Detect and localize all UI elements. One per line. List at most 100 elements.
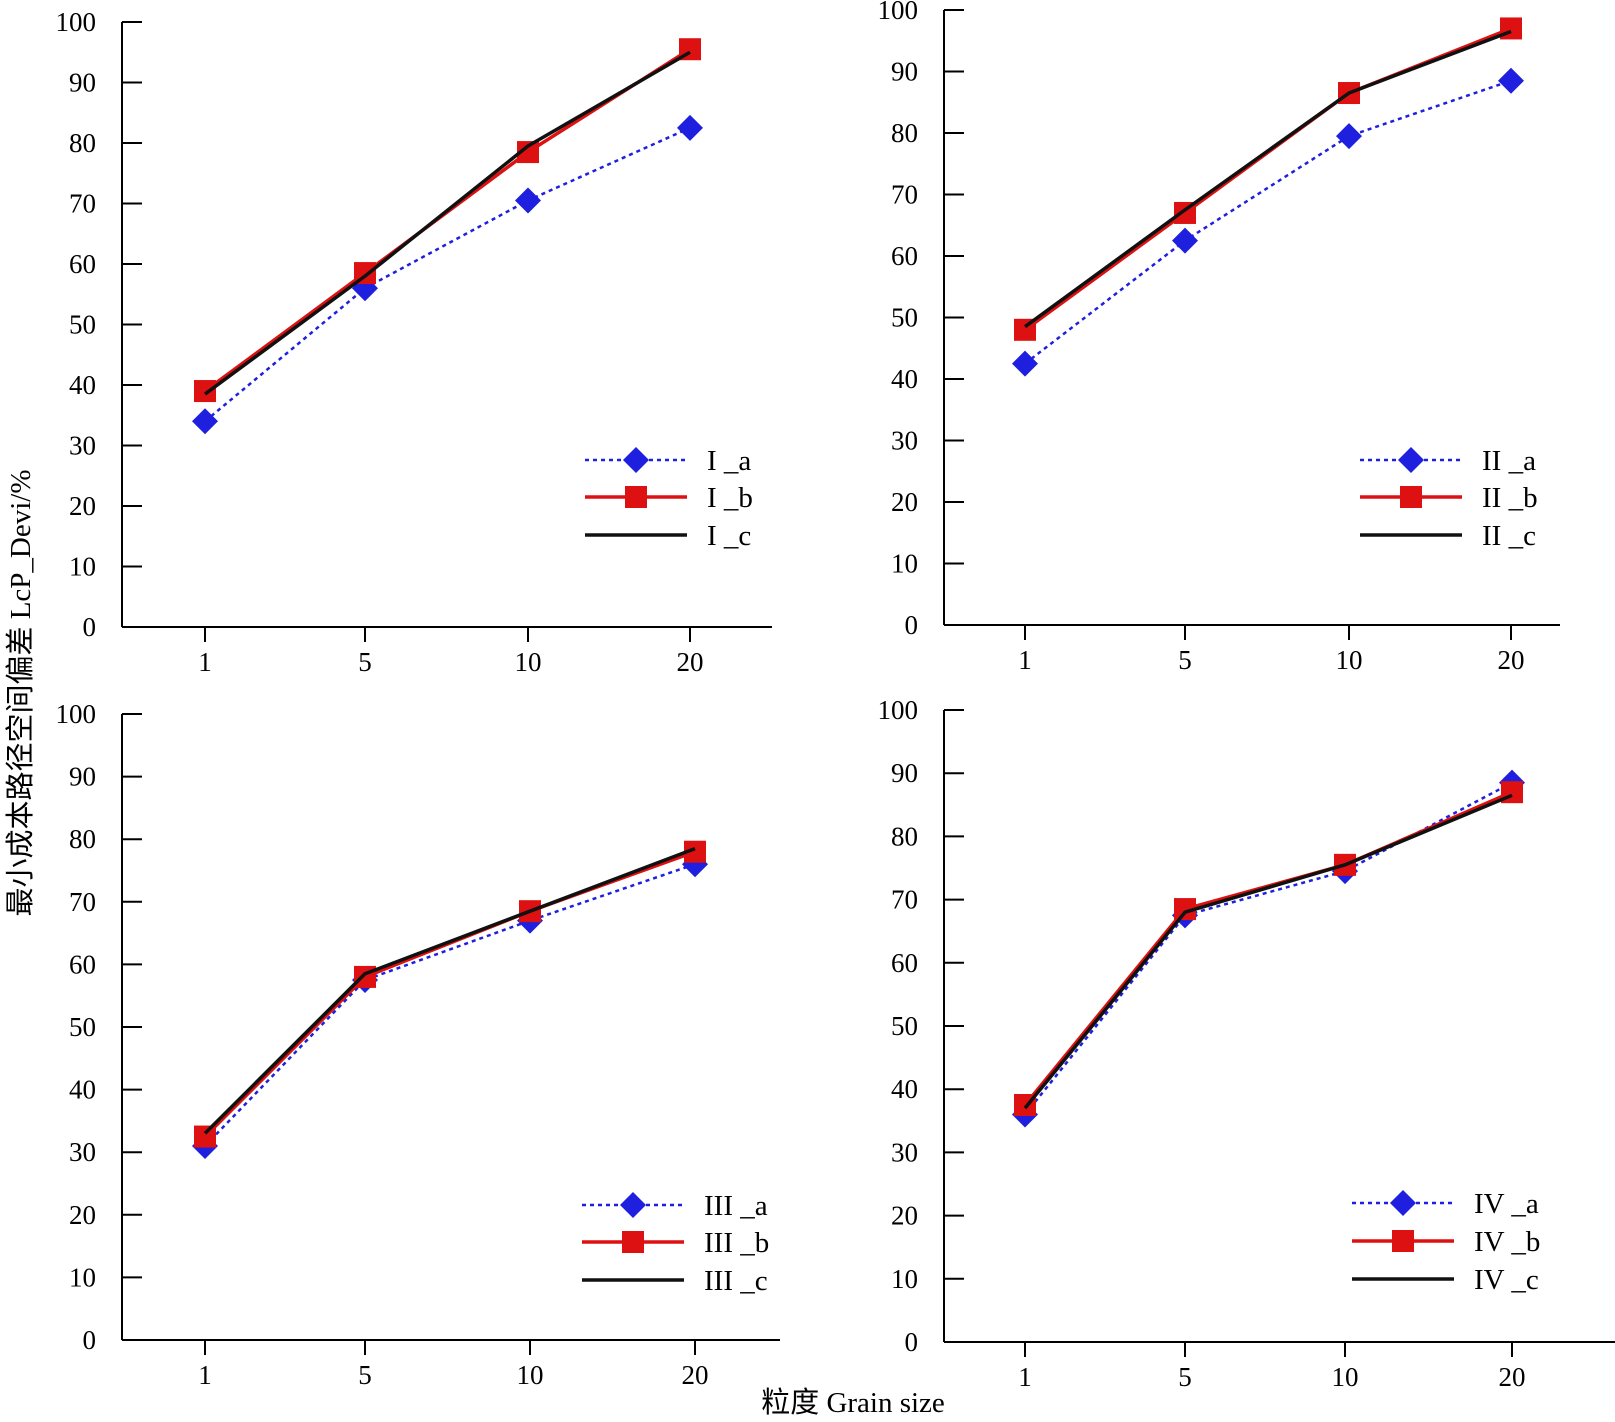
y-tick-label: 80	[69, 128, 96, 158]
y-tick-label: 100	[878, 695, 919, 725]
y-tick-label: 10	[891, 549, 918, 579]
y-tick-label: 20	[891, 487, 918, 517]
y-tick-label: 80	[891, 821, 918, 851]
series-line-a	[1025, 81, 1511, 364]
y-tick-label: 30	[891, 426, 918, 456]
y-tick-label: 0	[905, 1327, 919, 1357]
x-tick-label: 5	[358, 647, 372, 677]
legend-label: II _a	[1482, 445, 1536, 477]
data-point-a	[1336, 123, 1362, 149]
legend-label: IV _b	[1474, 1226, 1540, 1258]
x-tick-label: 10	[1336, 645, 1363, 675]
y-tick-label: 50	[891, 1011, 918, 1041]
legend: IV _a IV _b IV _c	[1352, 1188, 1540, 1296]
y-tick-label: 50	[69, 310, 96, 340]
x-tick-label: 1	[1018, 1362, 1032, 1392]
data-point-b	[194, 1126, 216, 1148]
x-tick-label: 1	[198, 1360, 212, 1390]
legend-label: IV _a	[1474, 1188, 1539, 1220]
y-tick-label: 90	[69, 762, 96, 792]
series-line-b	[1025, 792, 1512, 1105]
x-tick-label: 20	[682, 1360, 709, 1390]
series-line-a	[1025, 783, 1512, 1115]
y-tick-label: 0	[905, 610, 919, 640]
y-tick-label: 90	[69, 68, 96, 98]
y-tick-label: 30	[891, 1137, 918, 1167]
y-tick-label: 100	[878, 0, 919, 25]
legend-label: III _b	[704, 1227, 769, 1259]
legend-marker-a	[1390, 1190, 1416, 1216]
x-tick-label: 10	[1332, 1362, 1359, 1392]
legend: II _a II _b II _c	[1360, 445, 1538, 552]
y-tick-label: 20	[69, 1200, 96, 1230]
x-axis-title: 粒度 Grain size	[761, 1386, 945, 1417]
x-tick-label: 5	[358, 1360, 372, 1390]
y-tick-label: 100	[56, 699, 97, 729]
y-tick-label: 100	[56, 7, 97, 37]
legend-marker-a	[620, 1192, 646, 1218]
y-tick-label: 70	[69, 887, 96, 917]
y-tick-label: 0	[83, 1325, 97, 1355]
legend-label: I _b	[707, 482, 753, 514]
y-tick-label: 40	[891, 364, 918, 394]
series-line-a	[205, 128, 690, 421]
series-line-b	[1025, 28, 1511, 329]
y-tick-label: 10	[69, 552, 96, 582]
y-tick-label: 40	[69, 1075, 96, 1105]
data-point-a	[1498, 68, 1524, 94]
data-point-b	[194, 380, 216, 402]
y-tick-label: 60	[891, 948, 918, 978]
data-point-a	[1172, 228, 1198, 254]
series-line-c	[205, 52, 690, 394]
legend-marker-b	[1400, 486, 1422, 508]
series-line-c	[1025, 32, 1511, 327]
legend: I _aI _bI _c	[585, 445, 753, 552]
legend-marker-a	[623, 447, 649, 473]
y-tick-label: 70	[69, 189, 96, 219]
data-point-a	[515, 187, 541, 213]
x-tick-label: 5	[1178, 1362, 1192, 1392]
legend-label: III _a	[704, 1190, 768, 1222]
legend-label: IV _c	[1474, 1264, 1539, 1296]
data-point-a	[677, 115, 703, 141]
y-tick-label: 40	[891, 1074, 918, 1104]
y-tick-label: 70	[891, 180, 918, 210]
y-tick-label: 10	[891, 1264, 918, 1294]
x-tick-label: 20	[1498, 645, 1525, 675]
x-tick-label: 20	[677, 647, 704, 677]
y-tick-label: 70	[891, 885, 918, 915]
series-line-c	[1025, 795, 1512, 1108]
y-tick-label: 80	[891, 118, 918, 148]
y-tick-label: 10	[69, 1262, 96, 1292]
y-tick-label: 30	[69, 431, 96, 461]
x-tick-label: 5	[1178, 645, 1192, 675]
legend-marker-b	[1392, 1230, 1414, 1252]
y-tick-label: 50	[891, 303, 918, 333]
y-tick-label: 90	[891, 57, 918, 87]
x-tick-label: 10	[515, 647, 542, 677]
y-tick-label: 60	[891, 241, 918, 271]
legend-marker-a	[1398, 447, 1424, 473]
y-tick-label: 30	[69, 1137, 96, 1167]
x-tick-label: 10	[517, 1360, 544, 1390]
data-point-a	[1012, 351, 1038, 377]
x-tick-label: 1	[1018, 645, 1032, 675]
x-tick-label: 1	[198, 647, 212, 677]
y-tick-label: 40	[69, 370, 96, 400]
legend-marker-b	[622, 1231, 644, 1253]
y-tick-label: 20	[69, 491, 96, 521]
x-tick-label: 20	[1499, 1362, 1526, 1392]
legend-label: II _c	[1482, 520, 1536, 552]
series-line-c	[205, 849, 695, 1134]
legend-label: II _b	[1482, 482, 1538, 514]
y-axis-title: 最小成本路径空间偏差 LcP_Devi/%	[4, 469, 37, 916]
y-tick-label: 20	[891, 1201, 918, 1231]
y-tick-label: 60	[69, 249, 96, 279]
y-tick-label: 80	[69, 824, 96, 854]
